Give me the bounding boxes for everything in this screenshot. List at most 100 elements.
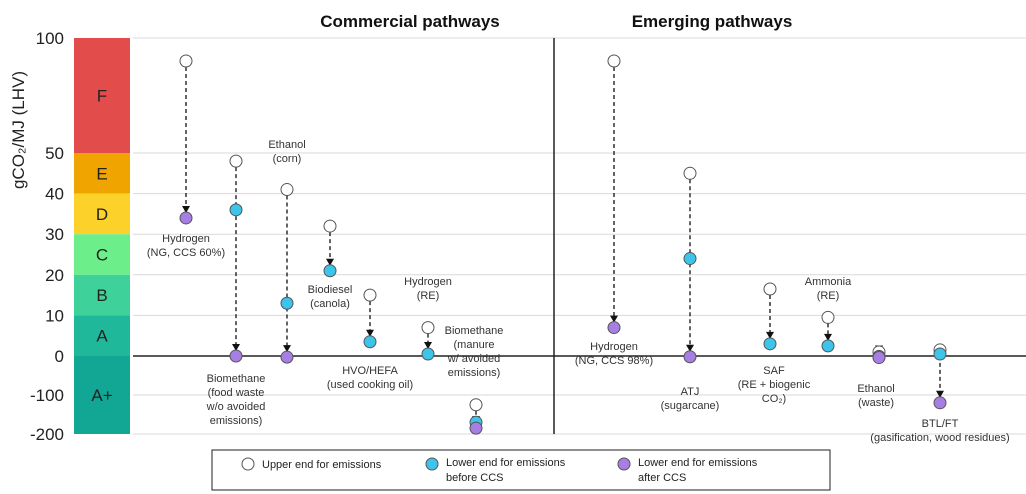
grade-band-b bbox=[74, 274, 130, 316]
after-ccs-marker bbox=[229, 349, 243, 363]
lower-end-marker bbox=[421, 347, 435, 361]
pathway-label: Ammonia bbox=[805, 276, 852, 288]
pathway-label: w/o avoided bbox=[206, 401, 266, 413]
y-tick-label: -100 bbox=[30, 386, 64, 405]
grade-band-e bbox=[74, 153, 130, 194]
pathway-label: emissions) bbox=[210, 415, 263, 427]
lower-end-marker bbox=[763, 337, 777, 351]
upper-end-marker bbox=[179, 54, 193, 68]
legend-marker-upper bbox=[241, 457, 255, 471]
pathway-label: ATJ bbox=[681, 386, 700, 398]
upper-end-marker bbox=[607, 54, 621, 68]
after-ccs-marker bbox=[683, 350, 697, 364]
lower-end-marker bbox=[607, 321, 621, 335]
grade-band-f bbox=[74, 38, 130, 153]
gridlines bbox=[133, 37, 1026, 435]
upper-end-marker bbox=[280, 183, 294, 197]
arrow-head bbox=[824, 333, 832, 341]
grade-letter: E bbox=[96, 164, 107, 183]
pathway-label: (used cooking oil) bbox=[327, 379, 413, 391]
grade-letter: A bbox=[96, 327, 108, 346]
lower-end-marker bbox=[323, 264, 337, 278]
after-ccs-marker bbox=[933, 396, 947, 410]
upper-end-marker bbox=[323, 219, 337, 233]
pathway-label: (corn) bbox=[273, 153, 302, 165]
pathway-label: w/ avoided bbox=[447, 353, 501, 365]
arrow-head bbox=[326, 258, 334, 266]
arrow-head bbox=[766, 331, 774, 339]
arrow-head bbox=[424, 341, 432, 349]
grade-letter: C bbox=[96, 246, 108, 265]
pathway-label: (canola) bbox=[310, 298, 350, 310]
y-tick-label: -200 bbox=[30, 425, 64, 444]
pathway-label: Hydrogen bbox=[590, 341, 638, 353]
pathway-label: SAF bbox=[763, 365, 785, 377]
pathway-label: (RE + biogenic bbox=[738, 379, 811, 391]
upper-end-marker bbox=[469, 398, 483, 412]
pathway-label: (RE) bbox=[417, 290, 440, 302]
lower-end-marker bbox=[229, 203, 243, 217]
grade-bands: F E D C B A A+ bbox=[74, 38, 130, 434]
grade-letter: D bbox=[96, 205, 108, 224]
legend-text-after-1: Lower end for emissions bbox=[638, 457, 758, 469]
legend-text-upper: Upper end for emissions bbox=[262, 459, 382, 471]
y-tick-label: 50 bbox=[45, 144, 64, 163]
pathway-label: Ethanol bbox=[268, 139, 305, 151]
upper-end-marker bbox=[763, 282, 777, 296]
grade-band-d bbox=[74, 193, 130, 235]
pathway-label: (manure bbox=[454, 339, 495, 351]
lower-end-marker bbox=[821, 339, 835, 353]
pathway-label: (NG, CCS 98%) bbox=[575, 355, 653, 367]
pathway-label: Hydrogen bbox=[162, 233, 210, 245]
pathway-label: Hydrogen bbox=[404, 276, 452, 288]
y-tick-label: 0 bbox=[55, 347, 64, 366]
panel-title-emerging: Emerging pathways bbox=[632, 12, 793, 31]
after-ccs-marker bbox=[872, 351, 886, 365]
grade-band-a-plus bbox=[74, 356, 130, 434]
lower-end-marker bbox=[363, 335, 377, 349]
arrow-head bbox=[366, 329, 374, 337]
data-series bbox=[179, 54, 947, 435]
lower-end-marker bbox=[280, 296, 294, 310]
arrow-head bbox=[686, 344, 694, 352]
pathway-label: (gasification, wood residues) bbox=[870, 432, 1009, 444]
upper-end-marker bbox=[683, 166, 697, 180]
pathway-label: Biomethane bbox=[445, 325, 504, 337]
legend-marker-before-ccs bbox=[425, 457, 439, 471]
after-ccs-marker bbox=[469, 421, 483, 435]
y-tick-label: 100 bbox=[36, 29, 64, 48]
y-tick-label: 40 bbox=[45, 185, 64, 204]
lower-end-marker bbox=[179, 211, 193, 225]
pathway-label: (NG, CCS 60%) bbox=[147, 247, 225, 259]
legend-box bbox=[211, 449, 831, 491]
pathway-label: (sugarcane) bbox=[661, 400, 720, 412]
legend-marker-after-ccs bbox=[617, 457, 631, 471]
y-tick-label: 10 bbox=[45, 306, 64, 325]
legend-text-after-2: after CCS bbox=[638, 472, 686, 484]
upper-end-marker bbox=[421, 321, 435, 335]
arrow-head bbox=[936, 390, 944, 398]
arrow-head bbox=[182, 205, 190, 213]
grade-letter: A+ bbox=[91, 386, 112, 405]
pathway-label: Biodiesel bbox=[308, 284, 353, 296]
pathway-label: Ethanol bbox=[857, 383, 894, 395]
arrow-head bbox=[232, 344, 240, 351]
y-tick-label: 30 bbox=[45, 225, 64, 244]
pathway-label: HVO/HEFA bbox=[342, 365, 398, 377]
after-ccs-marker bbox=[280, 350, 294, 364]
pathway-label: emissions) bbox=[448, 367, 501, 379]
grade-letter: B bbox=[96, 286, 107, 305]
upper-end-marker bbox=[229, 154, 243, 168]
upper-end-marker bbox=[821, 310, 835, 324]
y-tick-label: 20 bbox=[45, 266, 64, 285]
upper-end-marker bbox=[363, 288, 377, 302]
grade-band-a bbox=[74, 315, 130, 356]
arrow-head bbox=[610, 315, 618, 323]
pathway-label: (waste) bbox=[858, 397, 894, 409]
legend: Upper end for emissions Lower end for em… bbox=[211, 449, 831, 491]
grade-letter: F bbox=[97, 87, 107, 106]
pathway-label: BTL/FT bbox=[922, 418, 959, 430]
lower-end-marker bbox=[683, 252, 697, 266]
grade-band-c bbox=[74, 234, 130, 275]
